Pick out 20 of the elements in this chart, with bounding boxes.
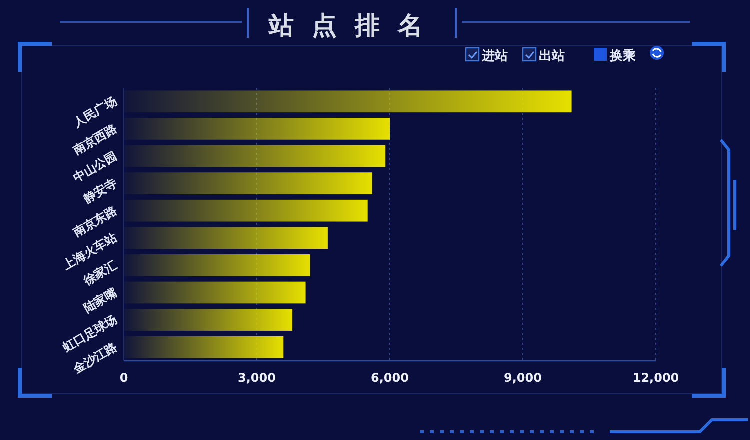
bar — [124, 118, 390, 140]
x-tick-label: 9,000 — [504, 371, 542, 385]
bar — [124, 172, 372, 194]
bar — [124, 90, 572, 113]
bar — [124, 282, 306, 304]
bar — [124, 145, 386, 168]
text: 进站 — [481, 49, 508, 64]
x-tick-label: 0 — [120, 371, 128, 385]
bar — [124, 336, 284, 358]
bar — [124, 309, 292, 331]
bar — [124, 254, 310, 276]
text: 换乘 — [609, 48, 637, 64]
x-tick-label: 12,000 — [632, 371, 680, 385]
y-tick-label: 陆家嘴 — [81, 284, 120, 316]
bar — [124, 200, 368, 222]
text: 出站 — [539, 49, 565, 64]
x-tick-label: 6,000 — [371, 371, 409, 385]
x-tick-label: 3,000 — [238, 371, 276, 385]
bar — [124, 227, 328, 250]
chart-title: 站点排名 — [268, 11, 441, 40]
